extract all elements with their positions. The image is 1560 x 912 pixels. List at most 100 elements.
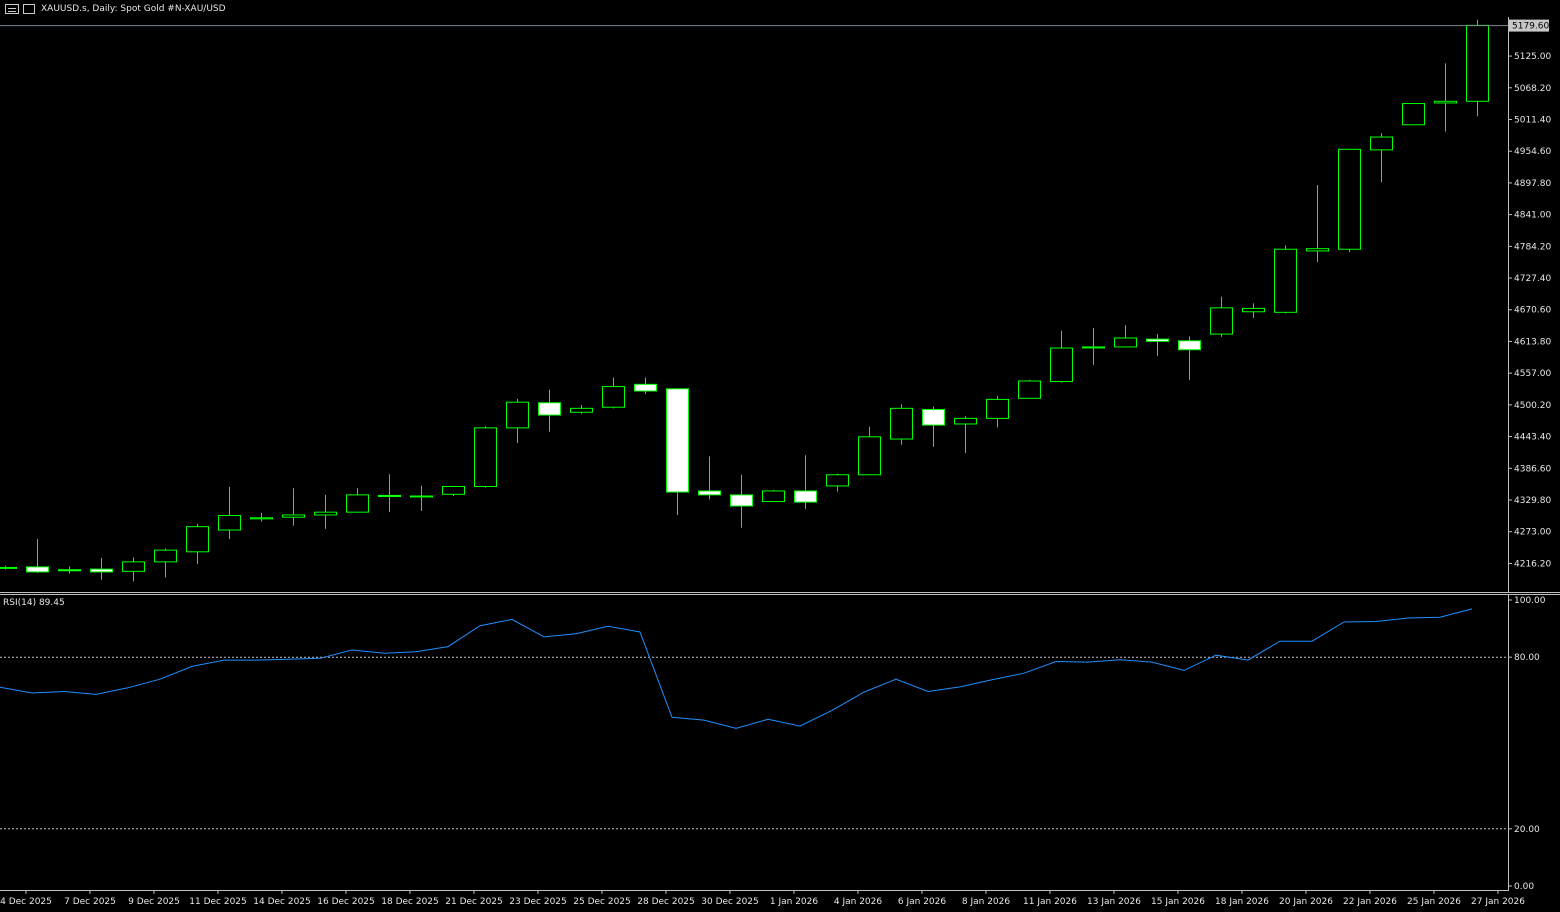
- time-tick-label: 13 Jan 2026: [1087, 897, 1141, 907]
- candle-body-bullish: [506, 401, 529, 429]
- candle-body-bearish: [698, 490, 721, 496]
- time-tick-label: 4 Jan 2026: [834, 897, 882, 907]
- candle-body-bullish: [218, 515, 241, 531]
- rsi-tick-label: 0.00: [1514, 882, 1534, 892]
- candle-body-bearish: [410, 495, 433, 498]
- price-tick-label: 4500.20: [1514, 401, 1551, 411]
- candle-body-bullish: [890, 407, 913, 440]
- time-tick-label: 28 Dec 2025: [637, 897, 695, 907]
- price-tick-label: 4443.40: [1514, 433, 1551, 443]
- time-tick-label: 11 Jan 2026: [1023, 897, 1077, 907]
- chart-title: XAUUSD.s, Daily: Spot Gold #N-XAU/USD: [41, 4, 226, 14]
- candle-body-bullish: [0, 566, 17, 569]
- candle-body-bullish: [1338, 148, 1361, 250]
- time-tick-label: 11 Dec 2025: [189, 897, 247, 907]
- price-tick-label: 4329.80: [1514, 496, 1551, 506]
- rsi-tick-label: 20.00: [1514, 825, 1540, 835]
- candle-body-bullish: [1082, 346, 1105, 349]
- time-tick-label: 14 Dec 2025: [253, 897, 311, 907]
- candle-body-bullish: [1274, 248, 1297, 313]
- price-tick-label: 4216.20: [1514, 559, 1551, 569]
- chart-frame: [0, 17, 1560, 891]
- time-tick-label: 1 Jan 2026: [770, 897, 818, 907]
- candle-body-bullish: [186, 526, 209, 553]
- candle-body-bearish: [1146, 338, 1169, 342]
- candle-body-bullish: [474, 427, 497, 487]
- candle-body-bullish: [314, 511, 337, 516]
- candle-body-bullish: [1306, 248, 1329, 252]
- candle-body-bullish: [1402, 103, 1425, 126]
- current-price-line: 5179.60: [0, 19, 1549, 32]
- rsi-indicator-label: RSI(14) 89.45: [3, 598, 65, 608]
- price-tick-label: 4670.60: [1514, 306, 1551, 316]
- candle-body-bullish: [762, 490, 785, 503]
- time-tick-label: 7 Dec 2025: [64, 897, 116, 907]
- candle-body-bullish: [1242, 307, 1265, 313]
- time-tick-label: 4 Dec 2025: [0, 897, 52, 907]
- candle-body-bearish: [730, 494, 753, 507]
- price-tick-label: 4727.40: [1514, 274, 1551, 284]
- candle-body-bullish: [1050, 347, 1073, 383]
- rsi-tick-label: 100.00: [1514, 596, 1546, 606]
- chart-type-icon: [23, 4, 35, 14]
- candle-body-bullish: [1466, 24, 1489, 102]
- price-tick-label: 4841.00: [1514, 211, 1551, 221]
- candle-body-bullish: [282, 514, 305, 518]
- current-price-tag: [1509, 19, 1549, 32]
- price-tick-label: 4784.20: [1514, 242, 1551, 252]
- candle-body-bullish: [250, 517, 273, 520]
- candle-body-bullish: [442, 485, 465, 495]
- time-tick-label: 25 Dec 2025: [573, 897, 631, 907]
- price-tick-label: 5068.20: [1514, 84, 1551, 94]
- time-tick-label: 18 Dec 2025: [381, 897, 439, 907]
- candle-body-bullish: [1018, 380, 1041, 399]
- time-tick-label: 25 Jan 2026: [1407, 897, 1461, 907]
- candlestick-series: [0, 19, 1489, 582]
- time-tick-label: 8 Jan 2026: [962, 897, 1010, 907]
- price-tick-label: 4954.60: [1514, 147, 1551, 157]
- price-tick-label: 4613.80: [1514, 337, 1551, 347]
- time-tick-label: 20 Jan 2026: [1279, 897, 1333, 907]
- candle-body-bullish: [1114, 337, 1137, 348]
- chart-window-icon: [5, 4, 19, 14]
- candle-body-bullish: [602, 386, 625, 408]
- price-tick-label: 4273.00: [1514, 528, 1551, 538]
- candle-body-bullish: [986, 398, 1009, 419]
- candle-body-bullish: [1210, 307, 1233, 335]
- candle-body-bearish: [538, 402, 561, 416]
- time-tick-label: 15 Jan 2026: [1151, 897, 1205, 907]
- time-tick-label: 22 Jan 2026: [1343, 897, 1397, 907]
- price-tick-label: 5125.00: [1514, 52, 1551, 62]
- time-tick-label: 9 Dec 2025: [128, 897, 180, 907]
- candle-body-bullish: [954, 417, 977, 425]
- rsi-level-lines: [0, 656, 1508, 830]
- candle-body-bullish: [122, 561, 145, 572]
- rsi-tick-label: 80.00: [1514, 653, 1540, 663]
- price-axis: 5125.00 5068.20 5011.40 4954.60 4897.80 4841.…: [1508, 52, 1551, 569]
- candle-body-bearish: [58, 569, 81, 572]
- chart-title-bar: XAUUSD.s, Daily: Spot Gold #N-XAU/USD: [0, 0, 226, 18]
- candle-body-bullish: [1370, 136, 1393, 151]
- candle-body-bearish: [1178, 340, 1201, 351]
- price-tick-label: 4557.00: [1514, 369, 1551, 379]
- candle-body-bearish: [634, 383, 657, 392]
- candle-body-bullish: [858, 436, 881, 476]
- rsi-series: [0, 608, 1473, 729]
- candle-body-bearish: [90, 568, 113, 573]
- candle-body-bullish: [346, 494, 369, 513]
- time-tick-label: 18 Jan 2026: [1215, 897, 1269, 907]
- time-axis: 4 Dec 2025 7 Dec 2025 9 Dec 2025 11 Dec 202…: [0, 890, 1525, 907]
- time-tick-label: 27 Jan 2026: [1471, 897, 1525, 907]
- time-tick-label: 30 Dec 2025: [701, 897, 759, 907]
- rsi-axis: 100.00 80.00 20.00 0.00: [1508, 596, 1546, 892]
- rsi-line: [0, 608, 1473, 729]
- candle-body-bullish: [1434, 100, 1457, 104]
- current-price-label: 5179.60: [1512, 22, 1549, 32]
- time-tick-label: 16 Dec 2025: [317, 897, 375, 907]
- price-tick-label: 5011.40: [1514, 115, 1551, 125]
- candle-body-bullish: [570, 407, 593, 413]
- candle-body-bearish: [922, 408, 945, 426]
- time-tick-label: 6 Jan 2026: [898, 897, 946, 907]
- candle-body-bearish: [26, 566, 49, 573]
